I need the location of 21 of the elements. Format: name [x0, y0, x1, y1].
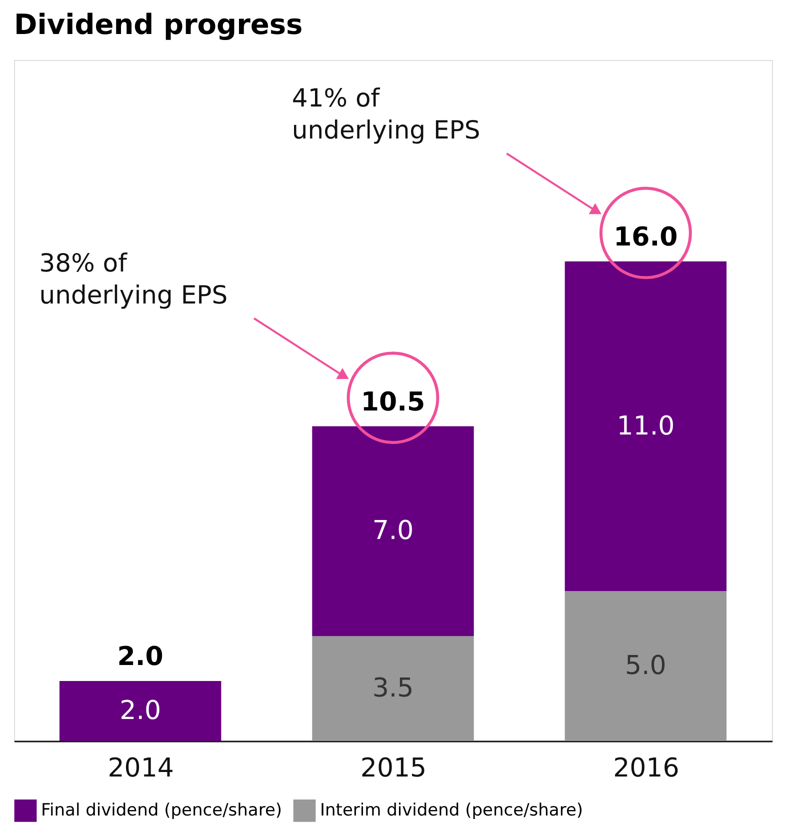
data-label: 2.0 [120, 696, 162, 726]
total-label: 16.0 [614, 222, 678, 252]
data-label: 11.0 [616, 411, 675, 442]
legend-label: Final dividend (pence/share) [41, 800, 282, 821]
text: 41% of underlying EPS [292, 84, 480, 145]
total-label: 2.0 [117, 642, 164, 672]
bar [312, 636, 474, 741]
data-label: 5.0 [624, 651, 666, 682]
annotation: 38% of underlying EPS [39, 248, 228, 310]
x-tick-label: 2014 [108, 754, 174, 784]
chart-title: Dividend progress [14, 8, 303, 41]
bar [564, 261, 727, 592]
total-label: 10.5 [360, 387, 426, 418]
x-tick-label: 2015 [360, 754, 427, 784]
data-label: 3.5 [372, 674, 414, 704]
legend-label: Interim dividend (pence/share) [320, 800, 584, 821]
bar [312, 426, 474, 636]
bar [564, 591, 727, 741]
x-tick-label: 2016 [613, 754, 680, 784]
data-label: 7.0 [372, 516, 414, 546]
bar [59, 681, 222, 741]
